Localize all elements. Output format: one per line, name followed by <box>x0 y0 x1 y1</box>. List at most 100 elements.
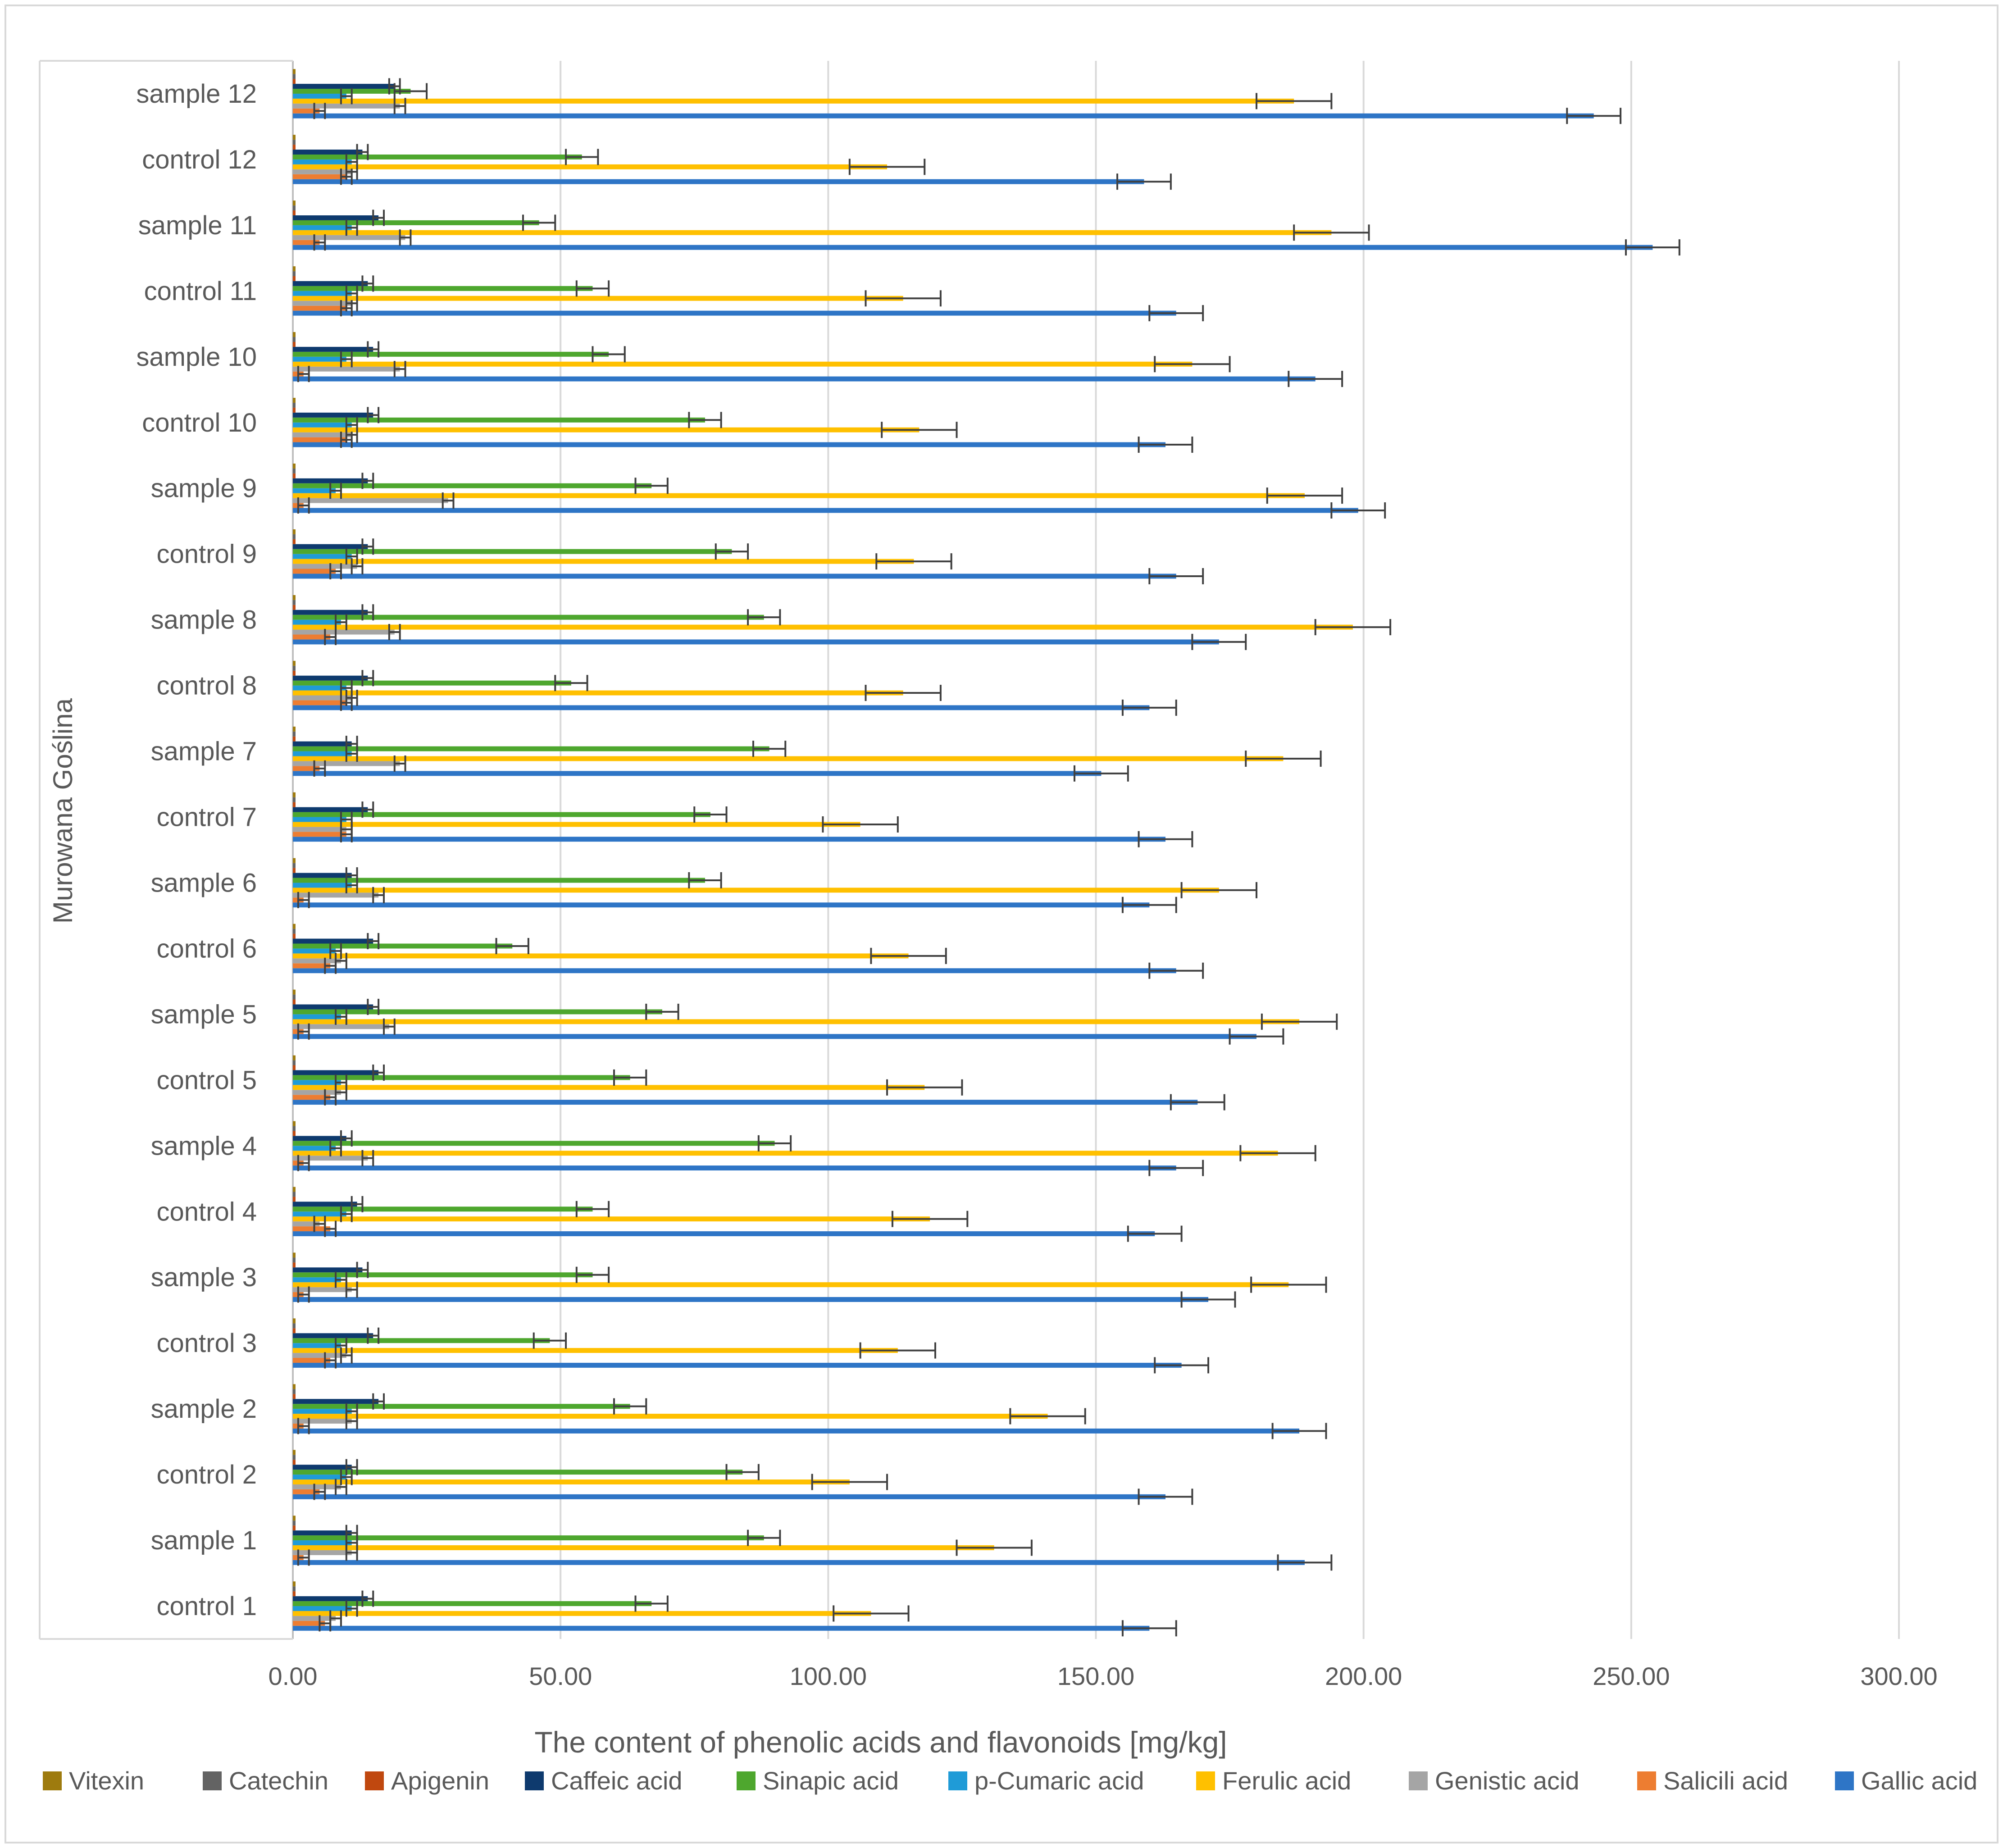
bar-genistic-acid <box>293 103 400 109</box>
bar-sinapic-acid <box>293 1141 775 1146</box>
bar-sinapic-acid <box>293 220 539 225</box>
bar-salicili-acid <box>293 569 336 574</box>
bar-caffeic-acid <box>293 807 368 812</box>
bar-p-cumaric-acid <box>293 1277 341 1283</box>
bar-caffeic-acid <box>293 1136 346 1141</box>
legend-label-catechin: Catechin <box>229 1766 328 1795</box>
bar-genistic-acid <box>293 235 405 240</box>
bar-ferulic-acid <box>293 361 1193 367</box>
bar-caffeic-acid <box>293 1465 352 1470</box>
bar-genistic-acid <box>293 1550 352 1555</box>
bar-apigenin <box>293 933 296 939</box>
bar-apigenin <box>293 539 296 544</box>
bar-salicili-acid <box>293 108 320 114</box>
bar-apigenin <box>293 341 296 347</box>
bar-genistic-acid <box>293 1616 336 1621</box>
bar-catechin <box>293 1060 296 1065</box>
legend-label-salicili-acid: Salicili acid <box>1663 1766 1788 1795</box>
bar-gallic-acid <box>293 1231 1155 1237</box>
bar-caffeic-acid <box>293 675 368 681</box>
bar-caffeic-acid <box>293 84 395 89</box>
bar-apigenin <box>293 407 296 413</box>
bar-catechin <box>293 534 296 539</box>
bar-salicili-acid <box>293 963 331 969</box>
category-label: control 9 <box>157 540 257 569</box>
category-label: control 8 <box>157 671 257 701</box>
bar-gallic-acid <box>293 574 1176 579</box>
bar-sinapic-acid <box>293 351 609 357</box>
bar-vitexin <box>293 69 296 74</box>
bar-p-cumaric-acid <box>293 685 346 691</box>
bar-catechin <box>293 74 296 79</box>
bar-p-cumaric-acid <box>293 948 336 954</box>
legend-swatch-vitexin <box>43 1771 62 1790</box>
legend-label-gallic-acid: Gallic acid <box>1861 1766 1977 1795</box>
bar-sinapic-acid <box>293 1075 630 1080</box>
bar-gallic-acid <box>293 705 1150 710</box>
bar-genistic-acid <box>293 1353 346 1358</box>
bar-apigenin <box>293 1525 296 1531</box>
bar-genistic-acid <box>293 629 395 635</box>
bar-sinapic-acid <box>293 943 513 949</box>
x-tick-labels: 0.00 50.00 100.00 150.00 200.00 250.00 300.00 <box>269 1662 1938 1690</box>
bar-catechin <box>293 1520 296 1526</box>
bar-ferulic-acid <box>293 624 1353 630</box>
bar-sinapic-acid <box>293 878 706 883</box>
bar-apigenin <box>293 670 296 676</box>
bar-gallic-acid <box>293 902 1150 908</box>
category-label: control 2 <box>157 1460 257 1489</box>
legend-swatch-p-cumaric-acid <box>948 1771 967 1790</box>
bar-sinapic-acid <box>293 812 710 817</box>
bar-genistic-acid <box>293 366 400 372</box>
bar-vitexin <box>293 332 296 337</box>
bar-ferulic-acid <box>293 1348 898 1353</box>
bar-ferulic-acid <box>293 1545 994 1550</box>
bars-group <box>293 69 1653 1631</box>
bar-vitexin <box>293 989 296 995</box>
bar-genistic-acid <box>293 1090 341 1095</box>
bar-gallic-acid <box>293 771 1102 776</box>
bar-apigenin <box>293 736 296 742</box>
bar-sinapic-acid <box>293 286 593 291</box>
bar-vitexin <box>293 858 296 863</box>
legend-swatch-ferulic-acid <box>1196 1771 1215 1790</box>
bar-ferulic-acid <box>293 1019 1300 1024</box>
bar-gallic-acid <box>293 1165 1176 1171</box>
bar-salicili-acid <box>293 174 346 179</box>
bar-ferulic-acid <box>293 1282 1289 1288</box>
legend-swatch-gallic-acid <box>1835 1771 1854 1790</box>
bar-p-cumaric-acid <box>293 1475 346 1480</box>
bar-vitexin <box>293 135 296 140</box>
y-axis-title: Murowana Goślina <box>48 698 78 924</box>
bar-gallic-acid <box>293 1560 1305 1565</box>
bar-vitexin <box>293 1187 296 1192</box>
bar-gallic-acid <box>293 508 1358 513</box>
bar-gallic-acid <box>293 639 1219 645</box>
bar-genistic-acid <box>293 827 346 832</box>
bar-ferulic-acid <box>293 296 903 301</box>
category-label: sample 7 <box>151 737 257 766</box>
errorbars-group <box>297 78 1680 1637</box>
bar-caffeic-acid <box>293 873 352 878</box>
category-label: control 12 <box>142 145 257 174</box>
bar-caffeic-acid <box>293 1202 357 1207</box>
bar-p-cumaric-acid <box>293 1606 352 1611</box>
x-tick-label: 100.00 <box>790 1662 867 1690</box>
bar-vitexin <box>293 1121 296 1126</box>
bar-ferulic-acid <box>293 164 888 169</box>
legend-label-genistic-acid: Genistic acid <box>1435 1766 1580 1795</box>
bar-catechin <box>293 1126 296 1131</box>
bar-catechin <box>293 731 296 737</box>
x-tick-label: 250.00 <box>1593 1662 1670 1690</box>
bar-caffeic-acid <box>293 741 352 746</box>
bar-caffeic-acid <box>293 1267 363 1273</box>
bar-salicili-acid <box>293 700 346 706</box>
bar-sinapic-acid <box>293 746 769 751</box>
bar-p-cumaric-acid <box>293 1146 336 1151</box>
x-tick-label: 50.00 <box>529 1662 592 1690</box>
category-label: control 7 <box>157 803 257 832</box>
bar-gallic-acid <box>293 245 1653 250</box>
bar-catechin <box>293 863 296 868</box>
legend-swatch-caffeic-acid <box>525 1771 544 1790</box>
bar-p-cumaric-acid <box>293 1080 341 1085</box>
